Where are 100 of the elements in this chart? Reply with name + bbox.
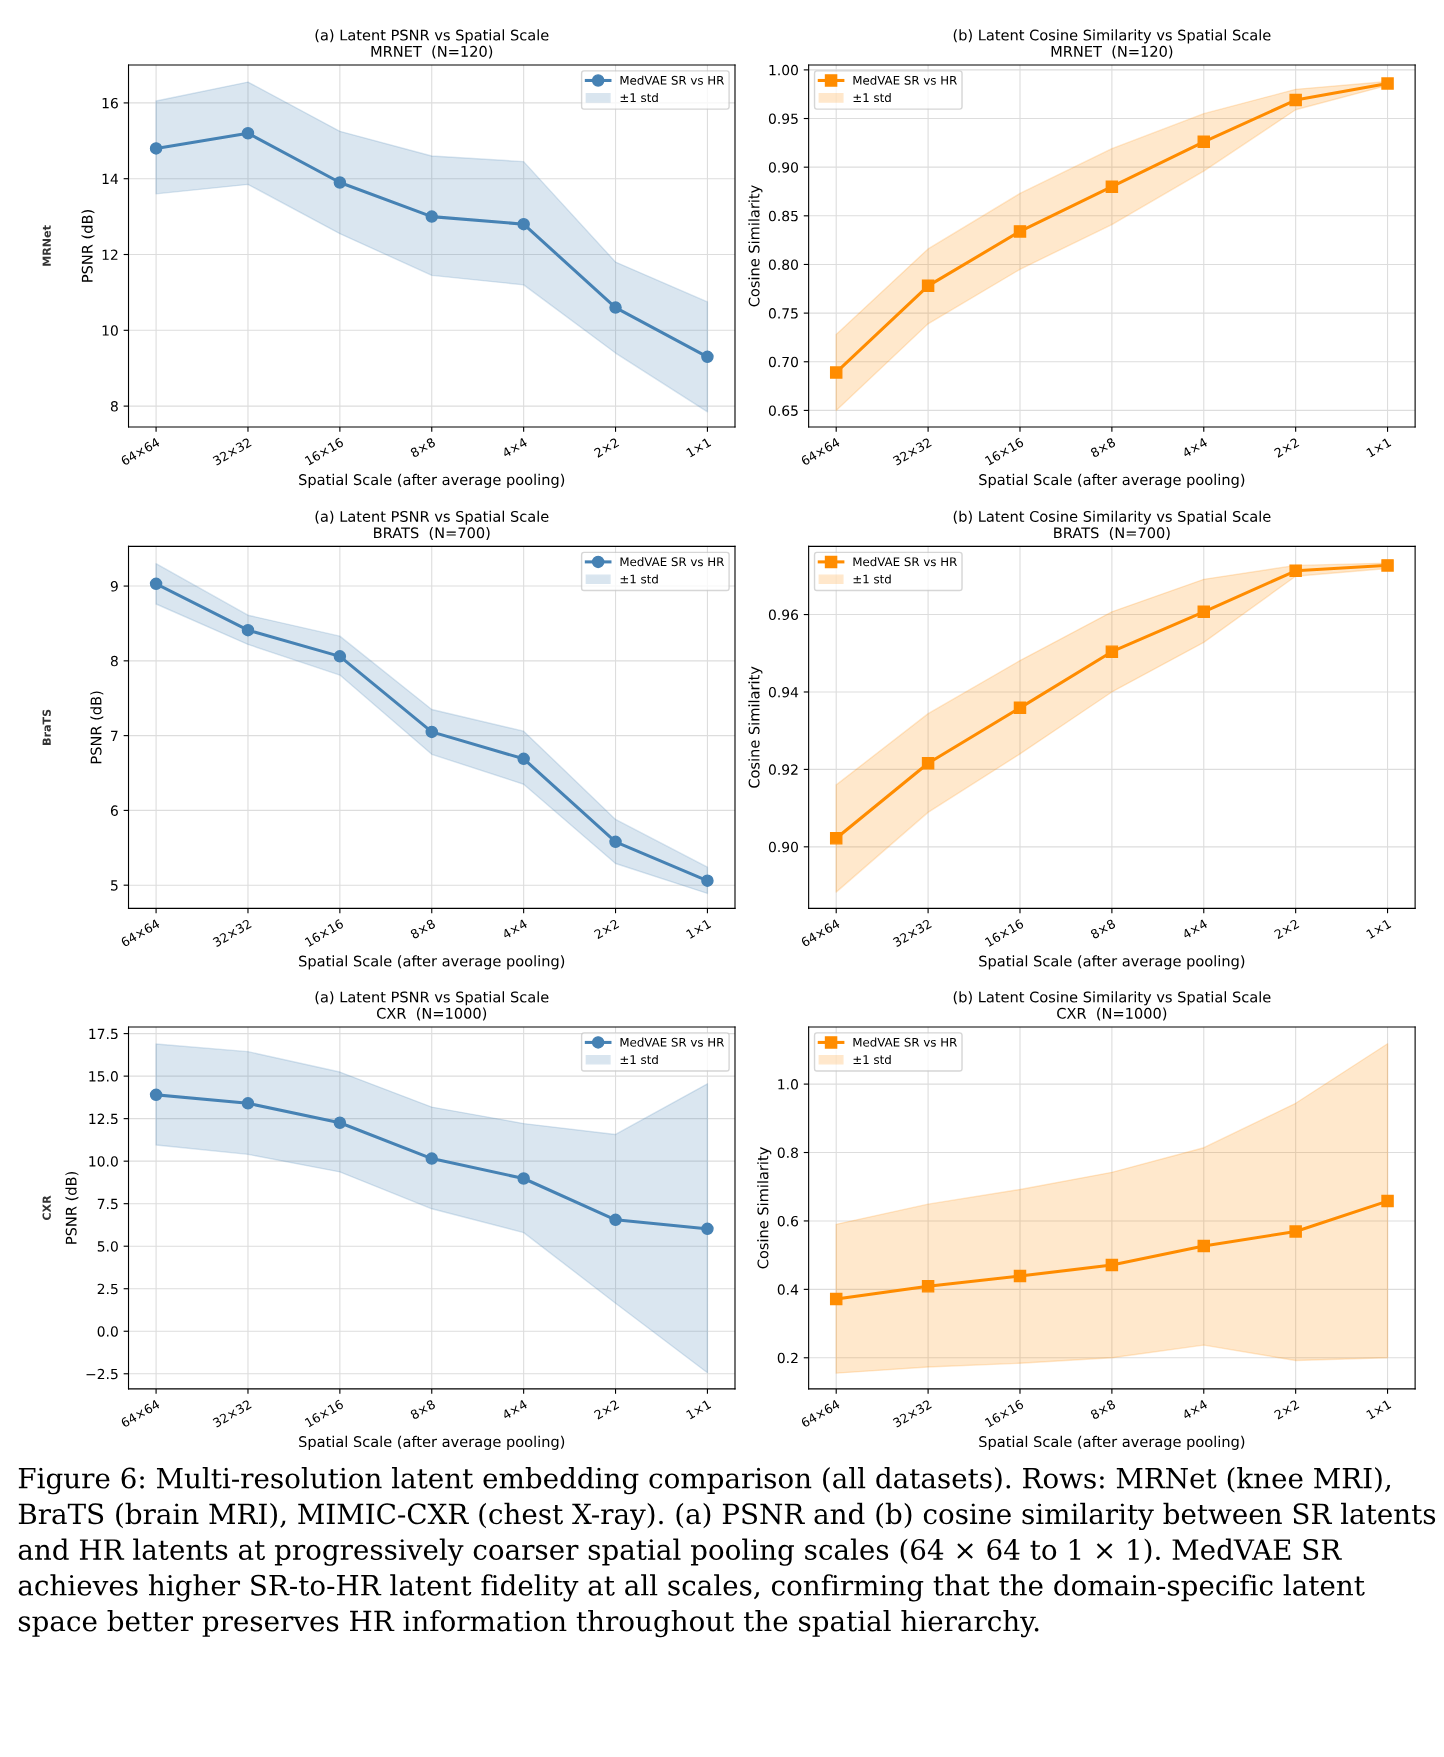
point (517, 1172, 530, 1185)
y-tick-label: 2.5 (97, 1283, 118, 1295)
point (1381, 77, 1394, 90)
legend-label: MedVAE SR vs HR (853, 75, 957, 85)
y-tick-label: 0.2 (777, 1352, 798, 1364)
x-tick-label: 4×4 (1181, 1399, 1208, 1420)
point (609, 1213, 622, 1227)
point (1105, 645, 1119, 658)
point (1197, 1239, 1211, 1253)
point (149, 142, 163, 155)
y-tick-label: 5.0 (97, 1241, 118, 1252)
point (701, 1222, 714, 1236)
y-tick-label: 0.4 (777, 1284, 799, 1295)
x-tick-label: 4×4 (1181, 918, 1208, 940)
point (1381, 1194, 1394, 1208)
y-axis-title: PSNR (dB) (90, 691, 104, 764)
y-tick-label: 0.94 (768, 686, 799, 698)
y-tick-label: 12.5 (89, 1113, 118, 1125)
point (829, 366, 843, 379)
chart-subtitle: CXR (N=1000) (1057, 1007, 1167, 1021)
y-tick-label: 0.95 (768, 113, 798, 124)
y-tick-label: 0.75 (768, 308, 798, 319)
text: MRNet (42, 225, 51, 266)
x-axis-title: Spatial Scale (after average pooling) (979, 955, 1245, 970)
point (333, 650, 347, 663)
text: CXR (42, 1195, 51, 1221)
legend-label: MedVAE SR vs HR (620, 75, 725, 85)
point (1013, 1269, 1027, 1283)
legend-label: MedVAE SR vs HR (620, 557, 725, 567)
y-axis-title: Cosine Similarity (757, 1147, 772, 1269)
y-tick-label: 0.6 (777, 1215, 799, 1227)
x-axis-title: Spatial Scale (after average pooling) (299, 473, 565, 488)
y-tick-label: 0.96 (768, 609, 799, 621)
point (425, 725, 439, 739)
x-tick-label: 8×8 (409, 918, 436, 940)
point (701, 350, 714, 364)
x-tick-label: 4×4 (1181, 437, 1208, 458)
y-tick-label: 0.0 (97, 1326, 118, 1337)
point (425, 210, 439, 223)
y-axis-title: PSNR (dB) (65, 1172, 79, 1244)
x-tick-label: 1×1 (1366, 919, 1392, 939)
point (149, 577, 163, 591)
legend-label: MedVAE SR vs HR (853, 1037, 957, 1047)
y-tick-label: 0.92 (768, 764, 798, 775)
x-tick-label: 4×4 (501, 437, 528, 458)
chart-title: (a) Latent PSNR vs Spatial Scale (315, 991, 549, 1006)
chart-title: (b) Latent Cosine Similarity vs Spatial Scale (953, 991, 1271, 1006)
y-tick-label: −2.5 (86, 1368, 118, 1380)
y-tick-label: 0.90 (768, 162, 798, 173)
point (333, 1116, 347, 1129)
y-tick-label: 0.85 (768, 210, 798, 222)
y-tick-label: 8 (110, 401, 118, 412)
point (921, 756, 935, 770)
point (829, 1292, 843, 1306)
x-axis-title: Spatial Scale (after average pooling) (979, 1435, 1245, 1450)
y-tick-label: 5 (111, 880, 118, 891)
x-axis-title: Spatial Scale (after average pooling) (299, 955, 565, 970)
x-tick-label: 2×2 (1273, 437, 1300, 458)
point (921, 279, 935, 293)
annotation: ±1 std (853, 92, 891, 103)
point (701, 874, 714, 887)
x-tick-label: 8×8 (1089, 437, 1116, 458)
annotation: ±1 std (620, 92, 658, 103)
point (829, 832, 843, 845)
y-tick-label: 16 (102, 97, 118, 109)
point (149, 1088, 163, 1102)
chart-subtitle: MRNET (N=120) (371, 45, 493, 59)
y-tick-label: 0.65 (768, 405, 798, 416)
legend-label: MedVAE SR vs HR (853, 557, 957, 567)
chart-title: (a) Latent PSNR vs Spatial Scale (315, 29, 549, 44)
text: BraTS (42, 709, 51, 745)
point (1013, 701, 1027, 715)
x-tick-label: 8×8 (1089, 1399, 1116, 1420)
y-axis-title: PSNR (dB) (81, 210, 95, 282)
x-tick-label: 8×8 (409, 437, 436, 458)
y-tick-label: 15.0 (89, 1071, 118, 1082)
point (609, 835, 622, 849)
x-tick-label: 1×1 (1366, 1399, 1392, 1420)
point (241, 126, 255, 140)
chart-title: (b) Latent Cosine Similarity vs Spatial Scale (953, 510, 1271, 525)
x-tick-label: 1×1 (685, 1399, 712, 1420)
chart-subtitle: BRATS (N=700) (374, 527, 490, 541)
chart-title: (a) Latent PSNR vs Spatial Scale (315, 510, 549, 525)
point (517, 752, 530, 766)
point (609, 301, 622, 314)
y-tick-label: 6 (110, 805, 118, 816)
x-tick-label: 8×8 (1089, 918, 1116, 940)
y-tick-label: 10.0 (89, 1156, 118, 1167)
chart-subtitle: CXR (N=1000) (376, 1007, 487, 1021)
y-tick-label: 9 (110, 581, 118, 592)
point (241, 623, 255, 637)
x-tick-label: 2×2 (1273, 918, 1300, 940)
point (1381, 559, 1394, 572)
chart-subtitle: MRNET (N=120) (1051, 45, 1173, 59)
y-tick-label: 14 (102, 173, 119, 184)
y-tick-label: 0.90 (768, 841, 798, 853)
y-tick-label: 0.8 (777, 1147, 798, 1158)
point (425, 1152, 439, 1165)
caption: Figure 6: Multi-resolution latent embedding comparison (all datasets). Rows: MRNet (knee MRI), BraTS (brain MRI), MIMIC-CXR (chest X-ray). (a) PSNR and (b) cosine similarity between SR latents and HR latents at progressively coarser spatial pooling scales (64 × 64 to 1 × 1). MedVAE SR achieves higher SR-to-HR latent fidelity at all scales, confirming that the domain-specific latent space better preserves HR information throughout the spatial hierarchy. (18, 1467, 1436, 1638)
x-tick-label: 2×2 (593, 918, 620, 940)
